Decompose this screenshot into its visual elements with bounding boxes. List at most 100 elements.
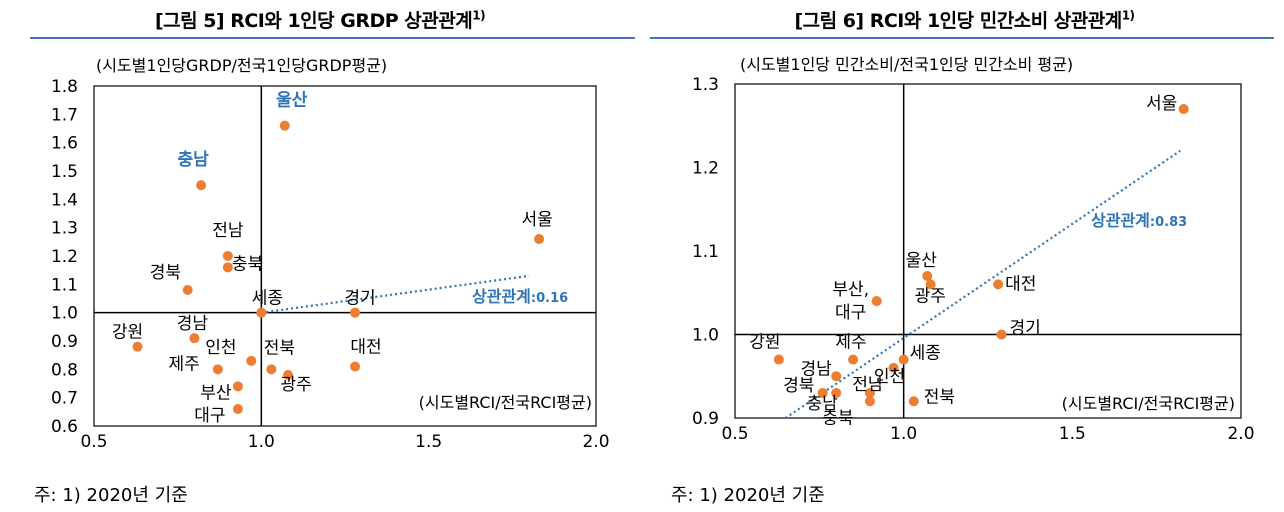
y-tick-label: 1.2 [692, 159, 719, 179]
data-point [246, 355, 257, 366]
data-point-label: 충남 [177, 150, 209, 170]
data-point [864, 387, 875, 398]
data-point [871, 296, 882, 307]
y-tick-label: 1.7 [51, 105, 78, 125]
data-point [266, 364, 277, 375]
figure-5-scatter-chart: (시도별1인당GRDP/전국1인당GRDP평균) (시도별RCI/전국RCI평균)… [51, 56, 610, 452]
figure-6-panel: [그림 6] RCI와 1인당 민간소비 상관관계1) (시도별1인당 민간소비… [645, 0, 1284, 512]
data-point [925, 279, 936, 290]
data-point [888, 362, 899, 373]
correlation-label-text: 상관관계 [472, 287, 531, 306]
figure-5-title-rule [30, 37, 635, 39]
data-point-label: 세종 [910, 344, 941, 364]
data-point [256, 307, 267, 318]
data-point-label: 서울 [521, 210, 552, 230]
data-point-label: 강원 [749, 333, 780, 353]
x-tick-label: 1.5 [415, 432, 442, 452]
data-point [350, 307, 361, 318]
data-point-label: 인천 [874, 367, 905, 387]
data-point-label: 전북 [264, 338, 295, 358]
data-point [222, 262, 233, 273]
data-point [212, 364, 223, 375]
y-tick-label: 0.7 [51, 389, 78, 409]
data-point-label: 충북 [822, 408, 853, 428]
figure-6-title-rule [650, 37, 1274, 39]
x-axis-title: (시도별RCI/전국RCI평균) [1062, 394, 1235, 413]
x-tick-label: 1.0 [890, 424, 917, 444]
figure-5-title: [그림 5] RCI와 1인당 GRDP 상관관계1) [154, 8, 486, 32]
y-tick-label: 1.3 [692, 75, 719, 95]
data-point [848, 354, 859, 365]
data-point [283, 370, 294, 380]
figure-6-title: [그림 6] RCI와 1인당 민간소비 상관관계1) [794, 8, 1135, 32]
data-point [996, 329, 1007, 340]
x-tick-label: 1.5 [1059, 424, 1086, 444]
data-point [831, 371, 842, 382]
data-point [898, 354, 909, 365]
plot-frame [734, 83, 1242, 419]
correlation-value: :0.83 [1150, 215, 1187, 230]
data-point-label: 경남 [801, 359, 833, 379]
data-point [993, 279, 1004, 290]
data-point [817, 387, 828, 398]
data-point-label: 경북 [783, 376, 814, 396]
y-tick-label: 1.8 [51, 77, 78, 97]
x-tick-label: 2.0 [582, 432, 609, 452]
x-tick-label: 0.5 [80, 432, 107, 452]
y-tick-label: 1.1 [51, 275, 78, 295]
data-point [350, 361, 361, 372]
data-point-label: 경북 [150, 263, 181, 283]
data-point [232, 404, 243, 414]
data-point [864, 396, 875, 407]
data-point [222, 251, 233, 261]
data-point-label: 부산, [832, 280, 869, 300]
y-tick-label: 0.8 [51, 360, 78, 380]
data-point [831, 387, 842, 398]
data-point-label: 전남 [852, 375, 884, 395]
data-point-label: 충북 [232, 254, 263, 274]
correlation-label-text: 상관관계 [1091, 211, 1150, 230]
data-point [922, 271, 933, 282]
y-tick-label: 0.9 [51, 332, 78, 352]
data-point-label: 대구 [194, 406, 225, 426]
figure-5-panel: [그림 5] RCI와 1인당 GRDP 상관관계1) (시도별1인당GRDP/… [0, 0, 640, 512]
data-point [189, 333, 200, 344]
data-point-label: 광주 [915, 286, 946, 306]
correlation-label: 상관관계:0.16 [472, 287, 568, 306]
data-point-label: 광주 [280, 375, 311, 395]
data-point [279, 120, 290, 131]
data-point [1178, 104, 1189, 115]
y-tick-label: 0.9 [692, 409, 719, 429]
data-point [232, 381, 243, 392]
y-tick-label: 1.5 [51, 162, 78, 182]
data-point-label: 경기 [1009, 319, 1040, 339]
trend-line [261, 274, 530, 314]
data-point [182, 285, 193, 295]
figure-5-note: 주: 1) 2020년 기준 [34, 485, 188, 506]
data-point-label: 경남 [177, 314, 209, 334]
figure-6-footnote-mark: 1) [1121, 8, 1135, 23]
y-tick-label: 1.1 [692, 242, 719, 262]
data-point-label: 제주 [169, 354, 200, 374]
data-point-label: 대전 [350, 338, 381, 358]
data-point [534, 234, 545, 244]
data-point [132, 341, 143, 352]
data-point-label: 제주 [835, 333, 866, 353]
y-tick-label: 1.0 [51, 304, 78, 324]
y-tick-label: 0.6 [51, 417, 78, 437]
y-tick-label: 1.2 [51, 247, 78, 267]
data-point [773, 354, 784, 365]
data-point [196, 180, 207, 191]
x-tick-label: 1.0 [248, 432, 275, 452]
y-axis-title: (시도별1인당 민간소비/전국1인당 민간소비 평균) [740, 55, 1073, 74]
data-point-label: 전남 [212, 221, 244, 241]
y-tick-label: 1.3 [51, 219, 78, 239]
y-tick-label: 1.6 [51, 134, 78, 154]
data-point-label: 충남 [807, 394, 839, 414]
data-point [908, 396, 919, 407]
data-point-label: 세종 [252, 289, 283, 309]
x-axis-title: (시도별RCI/전국RCI평균) [419, 393, 592, 412]
figure-6-note: 주: 1) 2020년 기준 [671, 485, 825, 506]
data-point-label: 경기 [344, 289, 375, 309]
data-point-label: 전북 [924, 387, 955, 407]
